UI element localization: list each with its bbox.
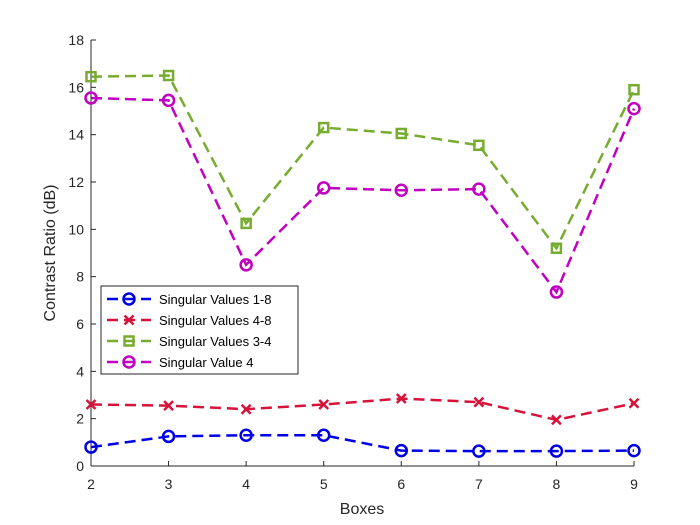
series-2 [85, 393, 640, 426]
data-point-x-stroke [85, 399, 97, 410]
data-point-circle [84, 91, 98, 105]
data-point-square [395, 127, 408, 140]
data-point-x [123, 314, 135, 326]
y-tick-label: 12 [68, 174, 84, 190]
legend-label: Singular Value 4 [159, 355, 253, 370]
x-tick-label: 2 [87, 476, 95, 492]
data-point-circle [627, 443, 641, 458]
data-point-x [473, 396, 485, 408]
data-point-x [163, 400, 174, 412]
data-point-x-stroke [240, 403, 252, 415]
series-3 [85, 69, 640, 255]
x-tick-label: 6 [397, 476, 405, 492]
data-point-circle [161, 93, 176, 108]
data-point-circle [627, 101, 641, 116]
x-tick-label: 4 [242, 476, 250, 492]
data-point-circle [239, 258, 253, 272]
data-point-circle [549, 285, 564, 299]
data-point-x [85, 399, 97, 410]
data-point-x-stroke [123, 314, 135, 326]
x-tick-label: 9 [630, 476, 638, 492]
data-point-square [162, 69, 175, 82]
legend-entry: Singular Value 4 [107, 355, 253, 370]
data-point-circle [84, 440, 98, 454]
data-point-x-stroke [473, 396, 485, 408]
x-tick-label: 3 [165, 476, 173, 492]
data-point-square [123, 335, 135, 347]
series-line [90, 433, 635, 453]
data-point-square [317, 121, 330, 134]
x-tick-label: 7 [475, 476, 483, 492]
data-point-square [240, 217, 252, 230]
data-point-circle [472, 182, 486, 196]
x-tick-label: 5 [320, 476, 328, 492]
legend-label: Singular Values 3-4 [159, 334, 272, 349]
y-axis-label: Contrast Ratio (dB) [42, 185, 59, 322]
series-line [90, 96, 636, 295]
data-point-square [550, 242, 563, 255]
y-tick-label: 14 [68, 127, 84, 143]
data-point-circle [122, 292, 136, 306]
data-point-square [85, 70, 97, 83]
legend: Singular Values 1-8 Singular Values 4-8 Si… [100, 285, 299, 375]
y-tick-label: 0 [76, 458, 84, 474]
x-tick-label: 8 [553, 476, 561, 492]
x-axis-label: Boxes [340, 501, 384, 518]
series-1 [84, 428, 641, 458]
legend-label: Singular Values 1-8 [159, 292, 272, 307]
data-point-circle [394, 183, 409, 198]
data-point-circle [394, 443, 409, 458]
data-point-x-stroke [318, 399, 330, 410]
data-point-x [240, 403, 252, 415]
y-tick-label: 2 [76, 411, 84, 427]
data-point-x [551, 414, 562, 426]
series-line [90, 397, 635, 422]
data-point-circle [122, 355, 136, 369]
plot-area [91, 40, 634, 466]
data-point-x-stroke [628, 397, 640, 409]
series-4 [84, 91, 641, 299]
series-line [90, 74, 636, 251]
data-point-square [628, 83, 640, 96]
data-point-x-stroke [163, 400, 174, 412]
data-point-x [628, 397, 640, 409]
y-tick-label: 10 [68, 221, 84, 237]
data-point-square [473, 139, 485, 152]
legend-entry: Singular Values 3-4 [107, 334, 272, 349]
y-tick-label: 16 [68, 79, 84, 95]
data-point-x [318, 399, 330, 410]
data-point-circle [239, 428, 253, 442]
data-point-circle [161, 429, 176, 444]
legend-label: Singular Values 4-8 [159, 313, 272, 328]
y-tick-label: 4 [76, 363, 84, 379]
data-point-circle [472, 444, 486, 458]
series-layer [84, 69, 641, 458]
data-point-x [395, 393, 407, 404]
y-tick-label: 8 [76, 269, 84, 285]
data-point-x-stroke [395, 393, 407, 404]
legend-entry: Singular Values 1-8 [107, 292, 272, 307]
y-tick-label: 18 [68, 32, 84, 48]
data-point-circle [316, 428, 331, 442]
legend-entry: Singular Values 4-8 [107, 313, 272, 328]
data-point-x-stroke [551, 414, 562, 426]
data-point-circle [316, 181, 331, 195]
y-tick-label: 6 [76, 316, 84, 332]
data-point-circle [549, 444, 564, 458]
